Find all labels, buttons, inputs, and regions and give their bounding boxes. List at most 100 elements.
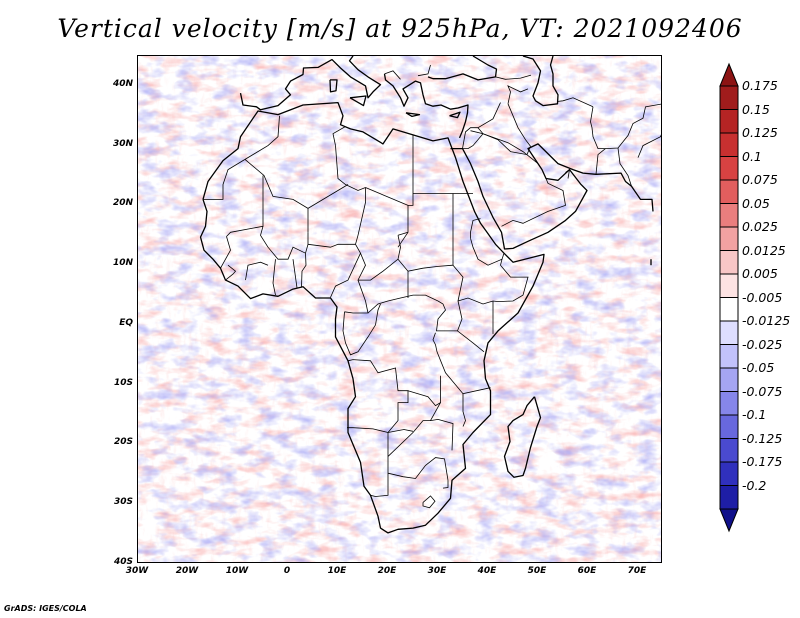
colorbar-level-label: 0.025 [742,219,778,234]
country-border [470,238,505,266]
colorbar-level-label: -0.175 [742,454,783,469]
colorbar-swatch [719,391,739,416]
country-border [220,236,231,269]
country-border [442,480,449,489]
coastline-madagascar [503,396,542,478]
country-border [358,235,401,281]
lat-tick-label: 10N [112,258,133,269]
map-panel [137,55,662,563]
colorbar-swatch [719,226,739,251]
colorbar-level-label: 0.15 [742,101,770,117]
country-border [335,145,366,191]
colorbar-level-label: -0.005 [742,289,783,305]
colorbar-bottom-arrow [719,508,739,533]
lon-tick-label: 30E [427,566,447,576]
colorbar-swatch [719,109,739,134]
colorbar-level-label: 0.075 [742,172,778,187]
country-border [507,103,531,147]
country-border [292,259,298,288]
country-border [332,126,346,146]
coastline-balkans-turkey [383,73,469,139]
colorbar-top-arrow [719,62,739,87]
colorbar-swatch [719,344,739,369]
country-border [245,261,269,281]
country-border [470,218,481,239]
lon-tick-label: 10E [327,566,347,576]
lat-tick-label: 40S [113,557,133,567]
colorbar-swatch [719,179,739,204]
coastline-europe-south [239,56,382,111]
country-border [617,147,632,187]
country-border [595,148,606,175]
country-border [244,115,280,160]
lat-tick-label: 30N [112,138,133,149]
colorbar-swatch [719,485,739,510]
colorbar-level-label: 0.005 [742,266,778,281]
country-border [495,74,532,80]
country-border [462,393,466,427]
map-canvas [138,56,661,562]
country-border [330,244,361,298]
colorbar-level-label: -0.025 [742,336,783,352]
lon-tick-label: 20E [377,566,397,576]
country-border [347,427,414,433]
colorbar-swatch [719,132,739,157]
colorbar-level-label: 0.175 [742,78,778,93]
country-border [203,159,246,200]
country-border [417,64,431,77]
country-border [307,243,356,248]
country-border [501,178,566,227]
colorbar-swatch [719,414,739,439]
colorbar-swatch [719,250,739,275]
coastline-caspian [522,56,559,107]
coastline-sicily [349,95,367,107]
colorbar-swatch [719,156,739,181]
lon-tick-label: 40E [477,566,497,576]
country-border [344,253,369,314]
country-border [422,495,436,509]
lon-tick-label: 70E [627,566,647,576]
lon-tick-label: 20W [175,566,199,576]
country-border [436,300,458,332]
colorbar-level-label: -0.125 [742,430,783,446]
country-border [342,303,381,356]
country-border [637,134,661,158]
country-border [452,193,464,302]
colorbar-level-label: 0.0125 [742,242,786,258]
country-border [565,168,571,179]
country-border [432,332,491,395]
colorbar-level-label: -0.075 [742,383,783,399]
coastline-crete [405,112,421,118]
country-border [384,70,401,80]
country-border [225,264,237,281]
country-border [477,127,531,156]
lat-tick-label: 20N [112,198,133,209]
lat-tick-label: 10S [113,377,133,388]
chart-title: Vertical velocity [m/s] at 925hPa, VT: 2… [57,14,743,43]
country-border [347,359,409,433]
country-border [367,294,439,314]
lat-tick-label: 30S [113,497,133,508]
country-border [260,226,306,260]
coastline-layer [199,56,654,534]
country-border [244,159,309,233]
colorbar-level-label: 0.1 [742,148,762,164]
country-border [387,457,449,481]
colorbar-swatch [719,297,739,322]
country-border [482,133,539,164]
lon-tick-label: 30W [125,566,149,576]
colorbar-swatch [719,85,739,110]
country-border [590,103,661,149]
field-negative-velocity [138,56,661,562]
credit-footer: GrADS: IGES/COLA [4,604,87,613]
colorbar-level-label: 0.05 [742,195,770,211]
coastline-arabia [450,143,654,250]
lat-tick-label: 20S [113,437,133,448]
country-border [507,85,529,104]
lon-tick-label: 0 [283,566,291,576]
country-border [307,184,349,209]
country-border [370,432,389,497]
colorbar-swatch [719,438,739,463]
colorbar-swatch [719,367,739,392]
country-border [301,253,307,288]
